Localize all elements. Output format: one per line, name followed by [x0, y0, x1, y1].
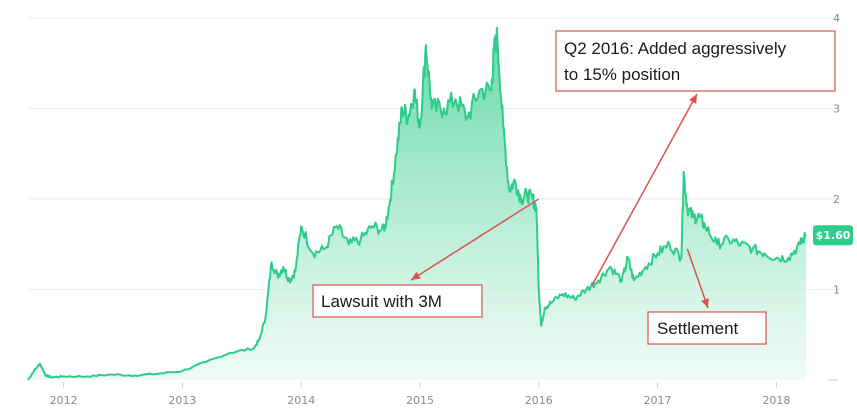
annotation-arrowhead-q2	[689, 94, 697, 104]
x-axis-ticks: 2012 2013 2014 2015 2016 2017 2018	[50, 382, 790, 407]
annotation-lawsuit: Lawsuit with 3M	[321, 292, 442, 311]
annotation-q2-line2: to 15% position	[564, 65, 680, 84]
annotations: Lawsuit with 3M Q2 2016: Added aggressiv…	[312, 30, 836, 345]
x-tick-label: 2014	[287, 394, 315, 407]
annotation-q2-line1: Q2 2016: Added aggressively	[564, 39, 787, 58]
annotation-box-settlement	[647, 311, 767, 345]
annotation-box-q2	[555, 30, 836, 92]
annotation-arrow-q2	[591, 93, 698, 286]
annotation-arrowhead-settlement	[701, 298, 709, 308]
annotation-arrow-settlement	[686, 248, 709, 309]
series-line	[27, 26, 807, 381]
current-price-label: $1.60	[816, 229, 851, 242]
x-tick-label: 2013	[168, 394, 196, 407]
annotation-arrow-lawsuit	[410, 198, 540, 281]
x-tick-label: 2015	[406, 394, 434, 407]
annotation-box-lawsuit	[312, 284, 483, 318]
annotation-arrowhead-lawsuit	[411, 271, 421, 280]
y-tick-label: 3	[833, 103, 840, 116]
series-area-fill	[28, 27, 807, 380]
x-tick-label: 2017	[644, 394, 672, 407]
annotation-settlement: Settlement	[657, 319, 739, 338]
y-tick-label: 2	[833, 193, 840, 206]
y-tick-label: 1	[833, 284, 840, 297]
x-tick-label: 2012	[50, 394, 78, 407]
x-tick-label: 2016	[525, 394, 553, 407]
y-tick-label: 4	[833, 12, 840, 25]
y-axis-ticks: 1 2 3 4	[833, 12, 840, 297]
x-tick-label: 2018	[762, 394, 790, 407]
current-price-badge: $1.60	[813, 225, 853, 246]
series-area	[27, 26, 807, 381]
